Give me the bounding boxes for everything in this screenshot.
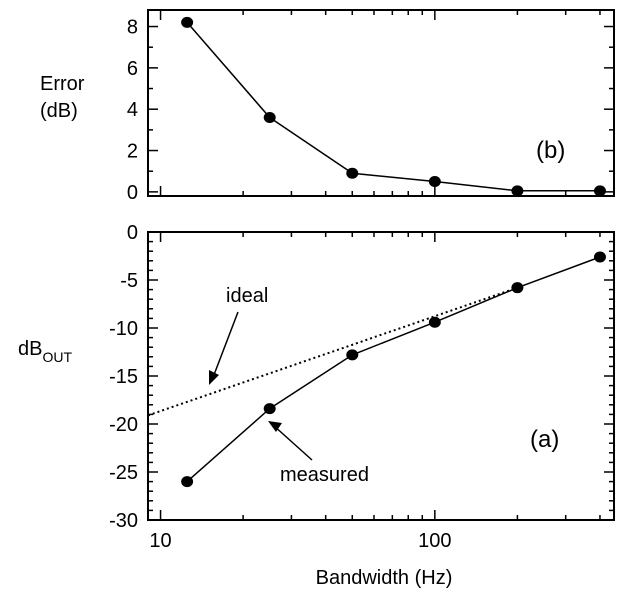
y-tick-label: 0 xyxy=(127,222,138,244)
x-tick-label: 10 xyxy=(149,530,171,552)
y-tick-label: -20 xyxy=(109,414,138,436)
y-tick-label: -10 xyxy=(109,318,138,340)
series-line xyxy=(186,21,600,192)
data-point xyxy=(181,16,194,28)
data-point xyxy=(263,111,276,123)
y-tick-label: 0 xyxy=(127,182,138,204)
panel-a-marks xyxy=(147,251,606,488)
ideal-arrow-head xyxy=(209,370,219,385)
data-point xyxy=(181,476,194,488)
series-line xyxy=(186,256,601,483)
y-tick-label: 6 xyxy=(127,58,138,80)
measured-annotation: measured xyxy=(280,464,369,486)
panel-a-tag: (a) xyxy=(530,426,559,453)
data-point xyxy=(593,185,606,197)
data-point xyxy=(428,316,441,328)
y-tick-label: 4 xyxy=(127,99,138,121)
panel-a-ticks: 10 100 0 -5 -10 -15 -20 -25 -30 xyxy=(109,222,614,552)
panel-b-marks xyxy=(181,16,606,197)
y-tick-label: -5 xyxy=(120,270,138,292)
data-point xyxy=(593,251,606,263)
data-point xyxy=(346,349,359,361)
y-tick-label: -25 xyxy=(109,462,138,484)
y-tick-label: 2 xyxy=(127,141,138,163)
measured-arrow-head xyxy=(268,421,282,432)
panel-b-frame xyxy=(147,9,615,197)
panel-b: 0 2 4 6 8 Error (dB) (b) xyxy=(40,9,615,204)
data-point xyxy=(263,403,276,415)
data-point xyxy=(511,282,524,294)
panel-b-tag: (b) xyxy=(536,137,565,164)
data-point xyxy=(428,176,441,188)
ideal-arrow-shaft xyxy=(211,311,239,381)
data-point xyxy=(511,185,524,197)
panel-a-ylabel: dBOUT xyxy=(18,338,72,365)
ideal-line xyxy=(147,286,518,417)
measured-arrow-shaft xyxy=(272,424,313,461)
panel-a-ylabel-sub: OUT xyxy=(42,349,72,365)
data-point xyxy=(346,167,359,179)
panel-b-ylabel-line2: (dB) xyxy=(40,100,78,122)
x-tick-label: 100 xyxy=(418,530,451,552)
y-tick-label: -30 xyxy=(109,510,138,532)
y-tick-label: 8 xyxy=(127,17,138,39)
panel-a-ylabel-main: dB xyxy=(18,338,42,360)
ideal-annotation: ideal xyxy=(226,285,268,307)
panel-b-ylabel-line1: Error xyxy=(40,73,85,95)
y-tick-label: -15 xyxy=(109,366,138,388)
x-axis-label: Bandwidth (Hz) xyxy=(316,567,453,589)
